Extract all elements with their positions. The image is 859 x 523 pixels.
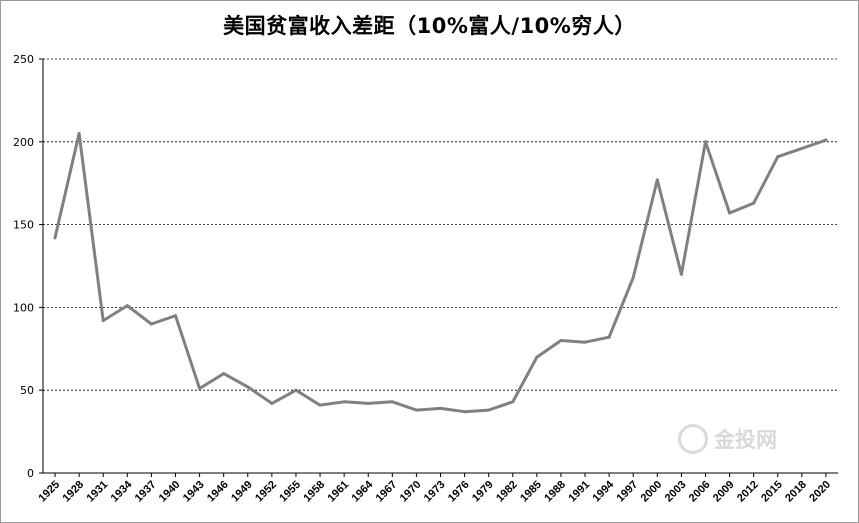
x-tick-label: 1997 — [615, 479, 641, 505]
watermark: 金投网 — [678, 424, 777, 454]
x-tick-label: 1982 — [494, 479, 520, 505]
x-tick-label: 1928 — [60, 479, 86, 505]
x-tick-label: 2015 — [759, 479, 785, 505]
chart-title: 美国贫富收入差距（10%富人/10%穷人） — [223, 14, 636, 38]
y-tick-label: 50 — [20, 384, 34, 397]
x-tick-label: 1991 — [566, 479, 592, 505]
x-tick-label: 1970 — [398, 479, 424, 505]
data-point — [607, 335, 611, 339]
data-point — [318, 403, 322, 407]
x-tick-label: 1949 — [229, 479, 255, 505]
x-tick-label: 1961 — [325, 479, 351, 505]
data-point — [679, 272, 683, 276]
data-point — [655, 178, 659, 182]
data-point — [776, 155, 780, 159]
y-tick-label: 200 — [13, 136, 34, 149]
data-point — [270, 401, 274, 405]
x-tick-label: 1985 — [518, 479, 544, 505]
x-tick-label: 2020 — [807, 479, 833, 505]
y-tick-label: 100 — [13, 301, 34, 314]
data-point — [246, 385, 250, 389]
data-point — [125, 304, 129, 308]
x-tick-label: 1931 — [85, 479, 111, 505]
data-point — [294, 388, 298, 392]
x-tick-label: 2000 — [639, 479, 665, 505]
series-line-0 — [53, 132, 828, 414]
data-point — [414, 408, 418, 412]
data-point — [366, 401, 370, 405]
data-point — [631, 276, 635, 280]
y-tick-label: 150 — [13, 219, 34, 232]
x-tick-label: 2006 — [687, 479, 713, 505]
data-point — [53, 236, 57, 240]
x-tick-label: 1937 — [133, 479, 159, 505]
x-tick-label: 1940 — [157, 479, 183, 505]
data-point — [487, 408, 491, 412]
y-tick-label: 250 — [13, 53, 34, 66]
data-point — [77, 132, 81, 136]
x-tick-label: 1979 — [470, 479, 496, 505]
x-tick-label: 1934 — [109, 478, 135, 504]
data-point — [149, 322, 153, 326]
data-point — [174, 314, 177, 318]
data-point — [559, 339, 563, 343]
x-tick-label: 1967 — [374, 479, 400, 505]
x-tick-label: 2018 — [783, 479, 809, 505]
x-tick-label: 1946 — [205, 479, 231, 505]
x-tick-label: 1925 — [36, 479, 62, 505]
jintou-logo-icon — [678, 424, 708, 454]
data-point — [390, 400, 394, 404]
x-tick-label: 2003 — [663, 479, 689, 505]
data-point — [198, 387, 202, 391]
x-tick-label: 1964 — [350, 478, 376, 504]
x-tick-label: 1994 — [590, 478, 616, 504]
x-tick-label: 1943 — [181, 479, 207, 505]
x-tick-label: 2012 — [735, 479, 761, 505]
x-tick-label: 1955 — [277, 479, 303, 505]
data-point — [101, 319, 105, 323]
data-point — [728, 211, 732, 215]
x-tick-label: 1976 — [446, 479, 472, 505]
y-tick-label: 0 — [27, 467, 34, 480]
data-point — [342, 400, 346, 404]
x-tick-label: 1973 — [422, 479, 448, 505]
data-point — [800, 146, 804, 150]
x-tick-label: 1958 — [301, 479, 327, 505]
x-tick-label: 1952 — [253, 479, 279, 505]
data-point — [535, 355, 539, 359]
data-point — [222, 372, 226, 376]
watermark-text: 金投网 — [714, 427, 777, 452]
x-tick-label: 2009 — [711, 479, 737, 505]
data-point — [511, 400, 515, 404]
data-point — [439, 406, 442, 410]
data-point — [583, 340, 587, 344]
data-point — [704, 140, 707, 144]
x-tick-label: 1988 — [542, 479, 568, 505]
data-point — [752, 201, 756, 205]
data-point — [824, 138, 828, 142]
data-point — [463, 410, 467, 414]
